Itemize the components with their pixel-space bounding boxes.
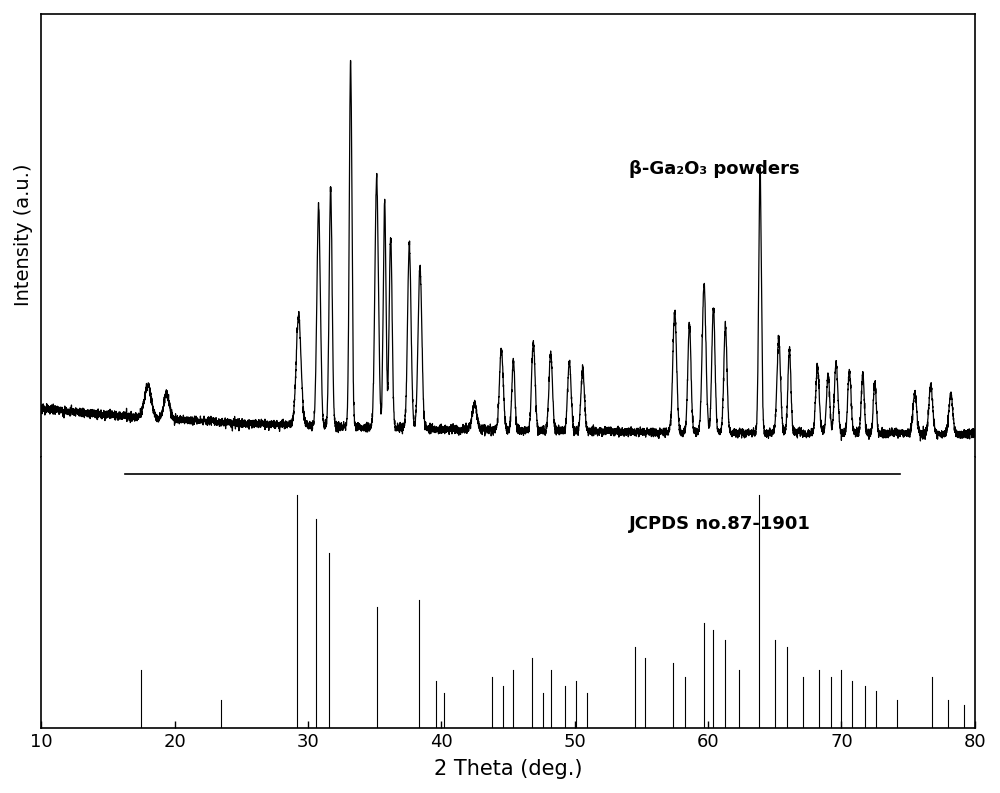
X-axis label: 2 Theta (deg.): 2 Theta (deg.) (434, 759, 582, 779)
Y-axis label: Intensity (a.u.): Intensity (a.u.) (14, 164, 33, 306)
Text: JCPDS no.87-1901: JCPDS no.87-1901 (629, 515, 811, 534)
Text: β-Ga₂O₃ powders: β-Ga₂O₃ powders (629, 160, 800, 178)
